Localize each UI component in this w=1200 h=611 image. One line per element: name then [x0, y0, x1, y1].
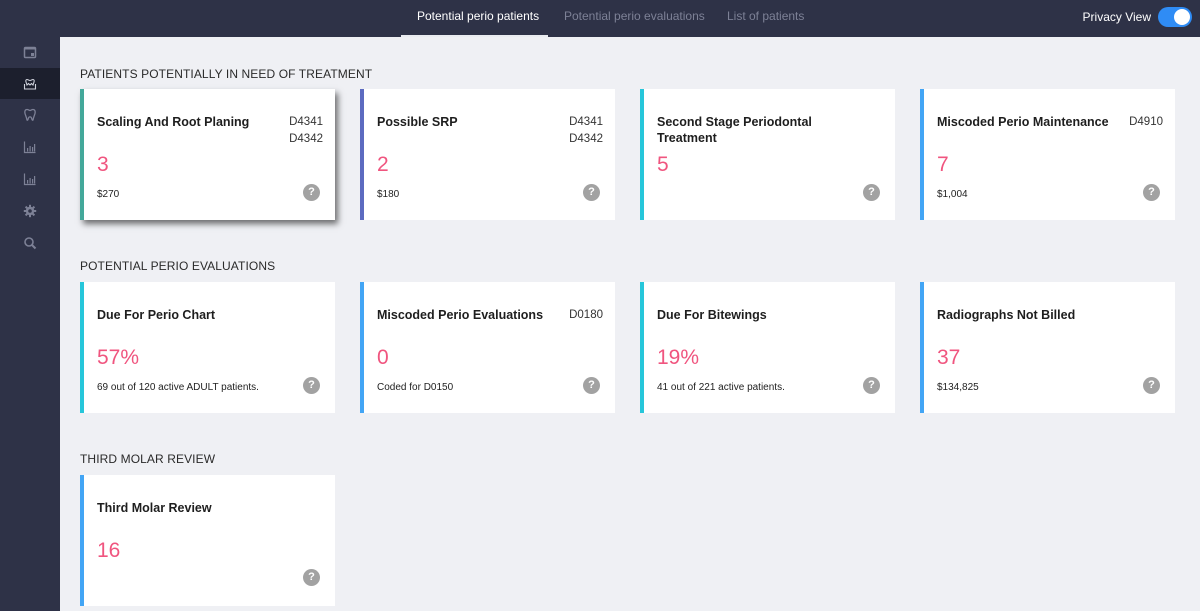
- card-value: 16: [97, 539, 121, 562]
- bar-chart-icon: [23, 173, 36, 186]
- card-due-for-perio-chart[interactable]: Due For Perio Chart 57% 69 out of 120 ac…: [80, 282, 335, 413]
- sidebar: [0, 37, 60, 611]
- tab-list-of-patients[interactable]: List of patients: [727, 9, 805, 23]
- card-title: Second Stage Periodontal Treatment: [657, 115, 812, 145]
- tooth-icon: [24, 108, 36, 121]
- card-third-molar-review[interactable]: Third Molar Review 16 ?: [80, 475, 335, 606]
- card-codes: D4341 D4342: [569, 114, 603, 148]
- help-icon[interactable]: ?: [1143, 377, 1160, 394]
- procedure-code: D4342: [289, 133, 323, 145]
- help-icon[interactable]: ?: [303, 184, 320, 201]
- card-subtext: 69 out of 120 active ADULT patients.: [97, 382, 259, 393]
- top-nav-bar: Potential perio patients Potential perio…: [0, 0, 1200, 37]
- card-title: Due For Perio Chart: [97, 308, 216, 322]
- help-icon[interactable]: ?: [863, 184, 880, 201]
- privacy-view-control: Privacy View: [1083, 7, 1192, 27]
- card-second-stage-periodontal[interactable]: Second Stage Periodontal Treatment 5 ?: [640, 89, 895, 220]
- card-codes: D4910: [1129, 114, 1163, 131]
- card-value: 5: [657, 153, 669, 176]
- card-codes: D4341 D4342: [289, 114, 323, 148]
- procedure-code: D4910: [1129, 116, 1163, 128]
- sidebar-item-search[interactable]: [0, 227, 60, 259]
- sidebar-item-analytics[interactable]: [0, 163, 60, 195]
- card-subtext: Coded for D0150: [377, 382, 454, 393]
- card-miscoded-perio-evaluations[interactable]: Miscoded Perio Evaluations D0180 0 Coded…: [360, 282, 615, 413]
- card-title: Possible SRP: [377, 115, 458, 129]
- main-content: PATIENTS POTENTIALLY IN NEED OF TREATMEN…: [60, 37, 1200, 611]
- procedure-code: D4341: [569, 116, 603, 128]
- calendar-icon: [23, 46, 37, 59]
- card-codes: D0180: [569, 307, 603, 324]
- card-value: 2: [377, 153, 389, 176]
- card-subtext: $1,004: [937, 189, 968, 200]
- card-subtext: 41 out of 221 active patients.: [657, 382, 785, 393]
- card-title: Scaling And Root Planing: [97, 115, 250, 129]
- card-value: 7: [937, 153, 949, 176]
- search-icon: [24, 237, 37, 250]
- help-icon[interactable]: ?: [583, 184, 600, 201]
- card-title: Radiographs Not Billed: [937, 308, 1076, 322]
- tab-potential-perio-evaluations[interactable]: Potential perio evaluations: [564, 9, 705, 23]
- card-value: 3: [97, 153, 109, 176]
- procedure-code: D4341: [289, 116, 323, 128]
- card-title: Miscoded Perio Evaluations: [377, 308, 544, 322]
- sidebar-item-settings[interactable]: [0, 195, 60, 227]
- help-icon[interactable]: ?: [583, 377, 600, 394]
- card-title: Miscoded Perio Maintenance: [937, 115, 1109, 129]
- section-title-perio-evaluations: POTENTIAL PERIO EVALUATIONS: [80, 259, 276, 273]
- tooth-group-icon: [23, 78, 37, 90]
- privacy-view-toggle[interactable]: [1158, 7, 1192, 27]
- gear-icon: [23, 204, 37, 218]
- sidebar-item-tooth[interactable]: [0, 99, 60, 131]
- card-possible-srp[interactable]: Possible SRP D4341 D4342 2 $180 ?: [360, 89, 615, 220]
- sidebar-item-perio[interactable]: [0, 68, 60, 99]
- toggle-knob: [1174, 9, 1190, 25]
- card-subtext: $270: [97, 189, 120, 200]
- card-title: Third Molar Review: [97, 501, 212, 515]
- help-icon[interactable]: ?: [1143, 184, 1160, 201]
- help-icon[interactable]: ?: [863, 377, 880, 394]
- bar-chart-icon: [23, 141, 36, 154]
- card-value: 19%: [657, 346, 700, 369]
- procedure-code: D4342: [569, 133, 603, 145]
- help-icon[interactable]: ?: [303, 377, 320, 394]
- sidebar-item-calendar[interactable]: [0, 36, 60, 68]
- sidebar-item-reports[interactable]: [0, 131, 60, 163]
- card-value: 0: [377, 346, 389, 369]
- card-due-for-bitewings[interactable]: Due For Bitewings 19% 41 out of 221 acti…: [640, 282, 895, 413]
- card-value: 57%: [97, 346, 140, 369]
- privacy-view-label: Privacy View: [1082, 10, 1151, 24]
- card-subtext: $180: [377, 189, 400, 200]
- section-title-third-molar: THIRD MOLAR REVIEW: [80, 452, 216, 466]
- tab-bar: Potential perio patients Potential perio…: [401, 0, 821, 37]
- card-value: 37: [937, 346, 961, 369]
- card-radiographs-not-billed[interactable]: Radiographs Not Billed 37 $134,825 ?: [920, 282, 1175, 413]
- card-title: Due For Bitewings: [657, 308, 767, 322]
- card-scaling-root-planing[interactable]: Scaling And Root Planing D4341 D4342 3 $…: [80, 89, 335, 220]
- help-icon[interactable]: ?: [303, 569, 320, 586]
- card-miscoded-perio-maintenance[interactable]: Miscoded Perio Maintenance D4910 7 $1,00…: [920, 89, 1175, 220]
- section-title-treatment: PATIENTS POTENTIALLY IN NEED OF TREATMEN…: [80, 67, 373, 81]
- tab-potential-perio-patients[interactable]: Potential perio patients: [401, 0, 548, 37]
- card-subtext: $134,825: [937, 382, 979, 393]
- procedure-code: D0180: [569, 309, 603, 321]
